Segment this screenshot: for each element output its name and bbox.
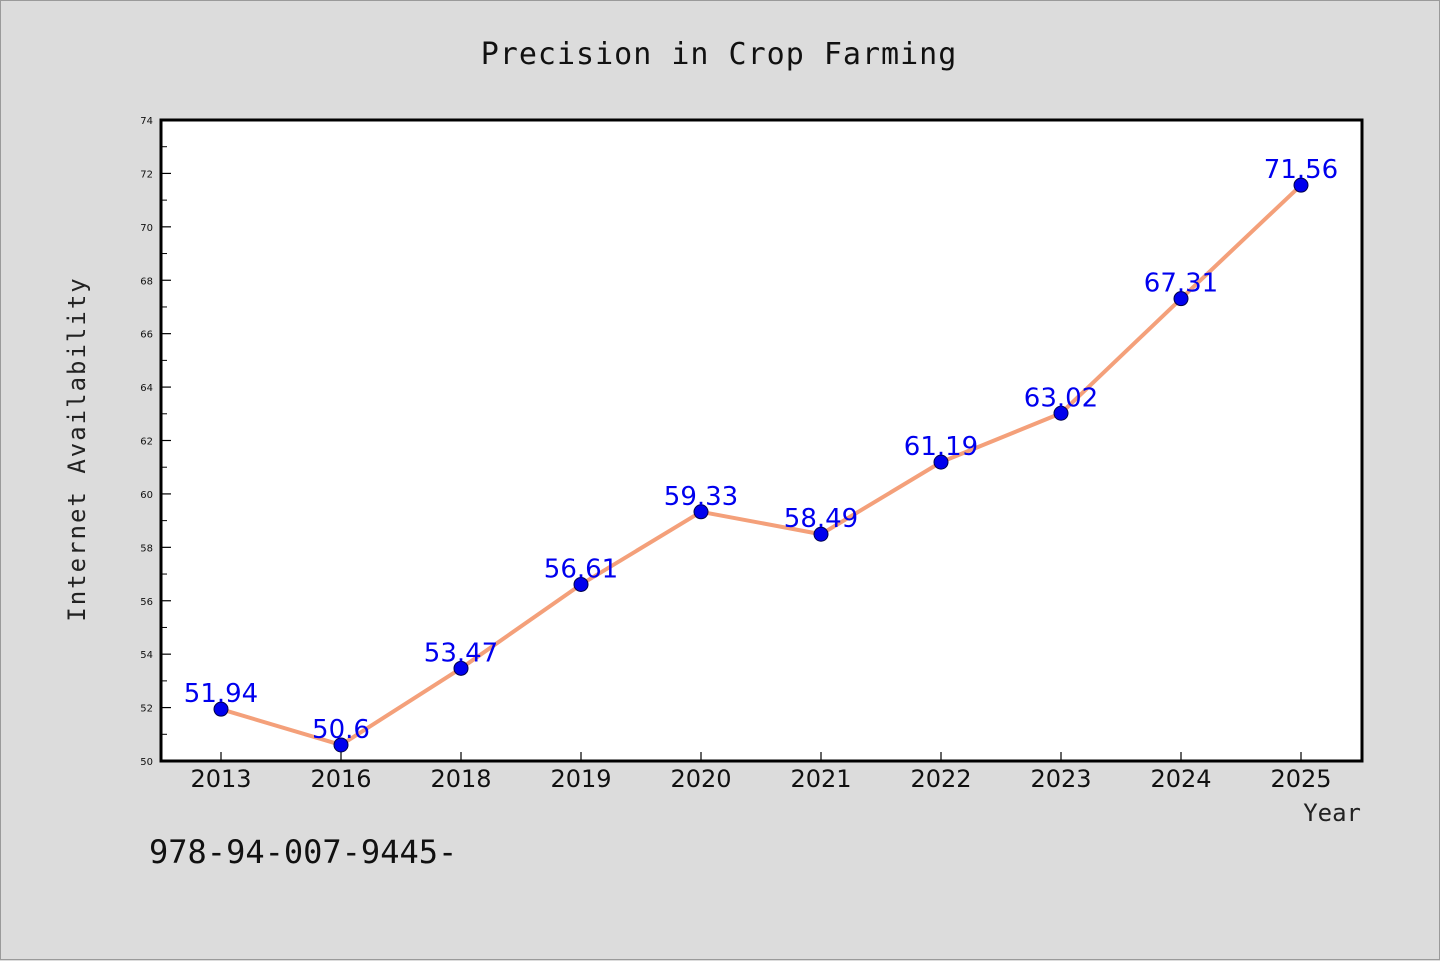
x-tick-label: 2016	[310, 765, 371, 793]
x-tick-label: 2020	[670, 765, 731, 793]
data-point	[693, 504, 709, 520]
y-tick-label: 58	[140, 543, 153, 554]
data-point	[213, 701, 229, 717]
data-label: 53.47	[424, 638, 498, 668]
data-point	[573, 576, 589, 592]
x-tick-label: 2022	[910, 765, 971, 793]
y-tick-label: 52	[140, 704, 153, 715]
x-axis: 2013 2016 2018 2019 2020 2021 2022 2023 2024 2025	[190, 752, 1332, 793]
data-point	[1173, 291, 1189, 307]
data-label: 71.56	[1264, 155, 1338, 185]
data-label: 63.02	[1024, 383, 1098, 413]
y-axis: 50 52 54 56 58 60 62 64 66 68 70 72 74	[140, 116, 171, 768]
data-label: 58.49	[784, 504, 858, 534]
data-label: 61.19	[904, 432, 978, 462]
y-tick-label: 70	[140, 223, 153, 234]
plot-area	[159, 118, 1364, 763]
x-axis-label: Year	[1303, 799, 1361, 827]
data-point	[453, 660, 469, 676]
footer-note: 978-94-007-9445-	[149, 833, 458, 871]
data-label: 50.6	[312, 715, 370, 745]
data-point	[933, 454, 949, 470]
y-tick-label: 62	[140, 437, 153, 448]
data-label: 51.94	[184, 679, 258, 709]
series-line-group	[213, 177, 1309, 753]
x-tick-label: 2019	[550, 765, 611, 793]
x-tick-label: 2018	[430, 765, 491, 793]
x-tick-label: 2013	[190, 765, 251, 793]
y-tick-label: 56	[140, 597, 153, 608]
data-point	[1293, 177, 1309, 193]
y-tick-label: 68	[140, 276, 153, 287]
y-axis-label: Internet Availability	[63, 276, 91, 621]
series-line	[220, 183, 1303, 747]
data-label: 56.61	[544, 554, 618, 584]
data-label: 59.33	[664, 482, 738, 512]
y-tick-label: 60	[140, 490, 153, 501]
data-point	[1053, 405, 1069, 421]
y-tick-label: 66	[140, 330, 153, 341]
y-tick-label: 74	[140, 116, 153, 127]
x-tick-label: 2025	[1270, 765, 1331, 793]
y-tick-label: 50	[140, 757, 153, 768]
x-tick-label: 2021	[790, 765, 851, 793]
x-tick-label: 2023	[1030, 765, 1091, 793]
data-label: 67.31	[1144, 269, 1218, 299]
data-point	[333, 737, 349, 753]
chart-title: Precision in Crop Farming	[481, 37, 958, 72]
data-labels: 51.94 50.6 53.47 56.61 59.33 58.49 61.19 63.02 6…	[184, 155, 1338, 745]
y-tick-label: 64	[140, 383, 153, 394]
y-tick-label: 54	[140, 650, 153, 661]
x-tick-label: 2024	[1150, 765, 1211, 793]
y-tick-label: 72	[140, 169, 153, 180]
data-point	[813, 526, 829, 542]
